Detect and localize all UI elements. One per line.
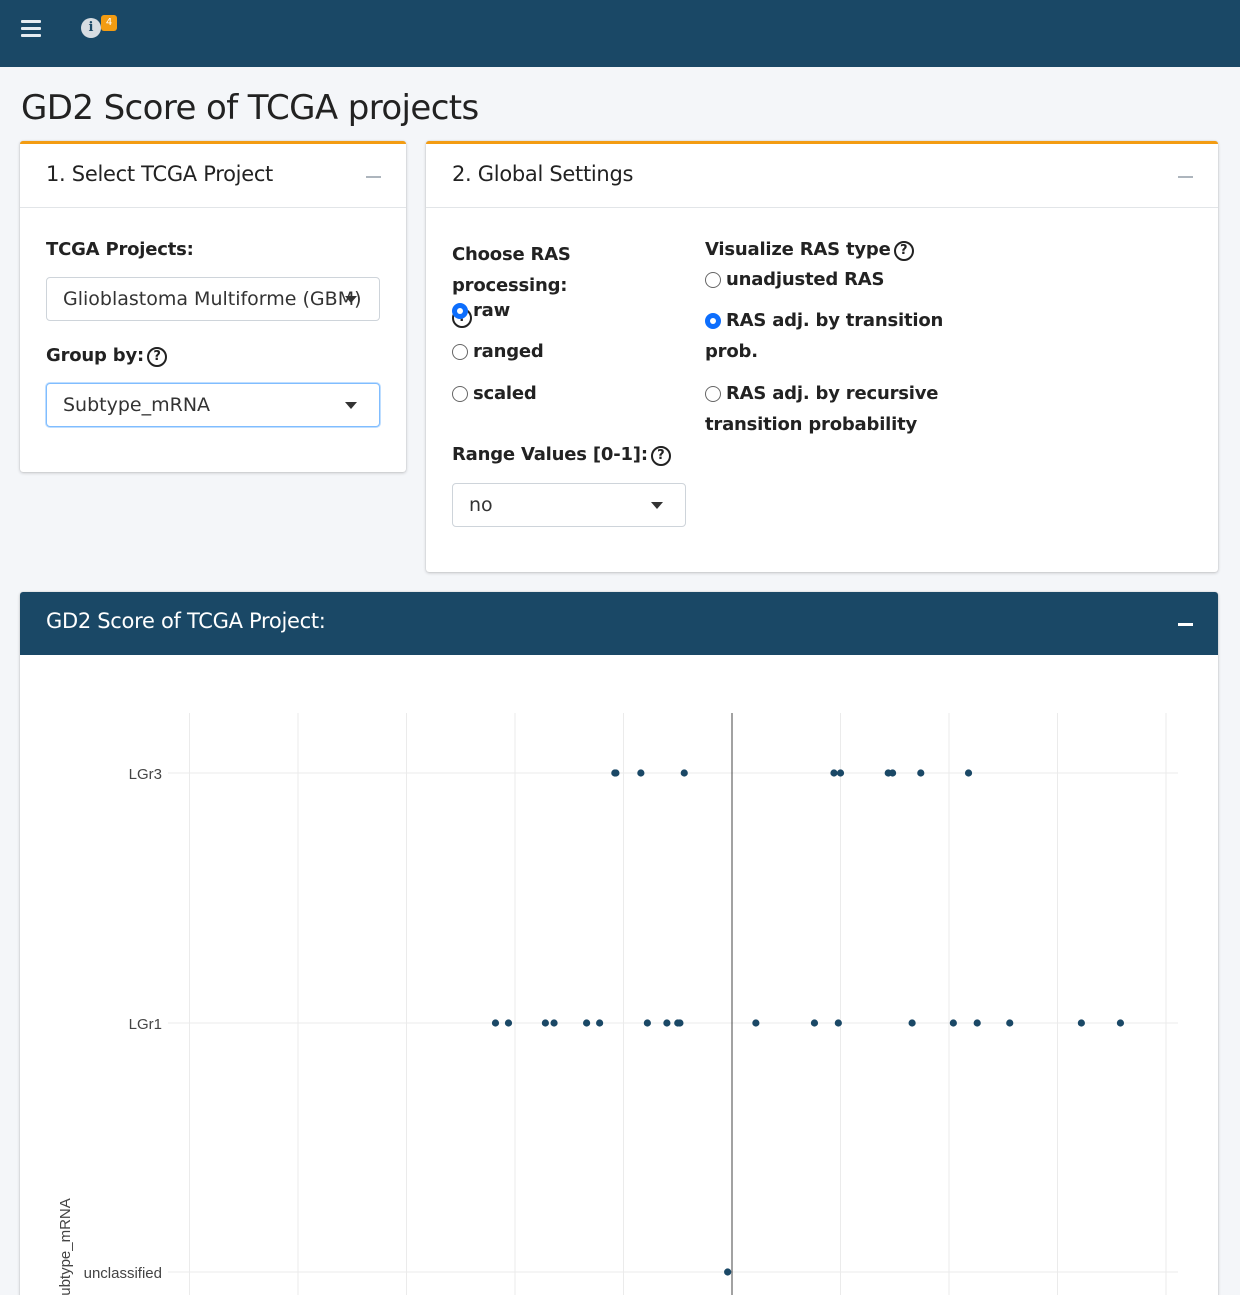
radio-ranged[interactable]: ranged [452,336,544,367]
data-point [1006,1019,1014,1027]
y-tick-label: unclassified [84,1265,162,1282]
data-point [973,1019,981,1027]
ras-type-label: Visualize RAS type? [705,239,914,261]
radio-button-icon [452,344,468,360]
data-point [964,769,973,777]
data-point [637,769,645,777]
gd2-plot-card: GD2 Score of TCGA Project: LGr3 LGr1 uncla… [20,592,1218,1295]
data-point [888,769,897,777]
data-point [908,1019,916,1027]
radio-ras-adj-recursive[interactable]: RAS adj. by recursive transition probabi… [705,378,938,440]
data-point [491,1019,500,1027]
range-values-text: Range Values [0-1]: [452,444,648,465]
radio-label: RAS adj. by recursive [726,383,939,404]
data-point [680,769,688,777]
radio-label: unadjusted RAS [726,269,885,290]
collapse-minus-icon[interactable] [366,176,381,178]
card-title: 2. Global Settings [452,162,634,186]
radio-button-icon [452,386,468,402]
group-by-select[interactable]: Subtype_mRNA [46,383,380,427]
data-point [504,1019,513,1027]
data-point [830,769,838,777]
radio-button-icon [452,303,468,319]
chevron-down-icon [345,296,357,303]
project-select[interactable]: Glioblastoma Multiforme (GBM) [46,277,380,321]
data-point [643,1019,651,1027]
data-point [676,1019,684,1027]
radio-unadjusted-ras[interactable]: unadjusted RAS [705,264,884,295]
radio-raw[interactable]: raw [452,295,510,326]
page-title: GD2 Score of TCGA projects [21,88,479,128]
ras-type-text: Visualize RAS type [705,239,891,260]
scatter-plot[interactable]: LGr3 LGr1 unclassified Subtype_mRNA [20,592,1218,1295]
y-tick-label: LGr3 [129,766,162,783]
card-header: 1. Select TCGA Project [20,144,406,208]
select-project-card: 1. Select TCGA Project TCGA Projects: Gl… [20,141,406,472]
radio-label: RAS adj. by transition [726,310,944,331]
data-point [834,1019,842,1027]
radio-label: scaled [473,383,537,404]
radio-button-icon [705,386,721,402]
hamburger-menu-icon[interactable] [21,20,41,37]
range-values-select-value: no [469,494,493,516]
data-point [550,1019,558,1027]
help-icon[interactable]: ? [650,446,671,466]
ras-processing-text: Choose RAS processing: [452,244,571,296]
data-point [917,769,925,777]
radio-button-icon [705,313,721,329]
radio-scaled[interactable]: scaled [452,378,537,409]
collapse-minus-icon[interactable] [1178,623,1193,626]
radio-button-icon [705,272,721,288]
radio-label: ranged [473,341,544,362]
global-settings-card: 2. Global Settings Choose RAS processing… [426,141,1218,572]
project-select-value: Glioblastoma Multiforme (GBM) [63,288,362,310]
group-by-label: Group by:? [46,345,167,367]
data-point [724,1268,732,1276]
projects-label: TCGA Projects: [46,239,194,260]
data-point [541,1019,549,1027]
plot-card-title: GD2 Score of TCGA Project: [46,609,326,633]
group-by-select-value: Subtype_mRNA [63,394,211,416]
card-header: 2. Global Settings [426,144,1218,208]
data-point [752,1019,760,1027]
help-icon[interactable]: ? [893,241,914,261]
notification-badge: 4 [101,15,117,31]
top-navbar: i 4 [0,0,1240,67]
y-axis-title: Subtype_mRNA [57,1198,74,1295]
info-icon[interactable]: i [81,18,101,38]
radio-label: raw [473,300,511,321]
group-by-text: Group by: [46,345,144,366]
data-point [949,1019,957,1027]
y-tick-label: LGr1 [129,1016,162,1033]
data-point [810,1019,819,1027]
help-icon[interactable]: ? [147,347,167,367]
card-title: 1. Select TCGA Project [46,162,273,186]
data-point [1077,1019,1085,1027]
data-point [612,769,620,777]
data-point [1116,1019,1125,1027]
collapse-minus-icon[interactable] [1178,176,1193,178]
plot-card-header: GD2 Score of TCGA Project: [20,592,1218,655]
chevron-down-icon [345,402,357,409]
data-point [583,1019,591,1027]
radio-ras-adj-transition[interactable]: RAS adj. by transition prob. [705,305,943,367]
range-values-select[interactable]: no [452,483,686,527]
radio-label-continued: prob. [705,341,758,362]
radio-label-continued: transition probability [705,414,918,435]
data-point [596,1019,604,1027]
data-point [836,769,845,777]
data-point [663,1019,671,1027]
range-values-label: Range Values [0-1]:? [452,444,671,466]
chevron-down-icon [651,502,663,509]
ras-processing-label: Choose RAS processing:? [452,239,692,332]
